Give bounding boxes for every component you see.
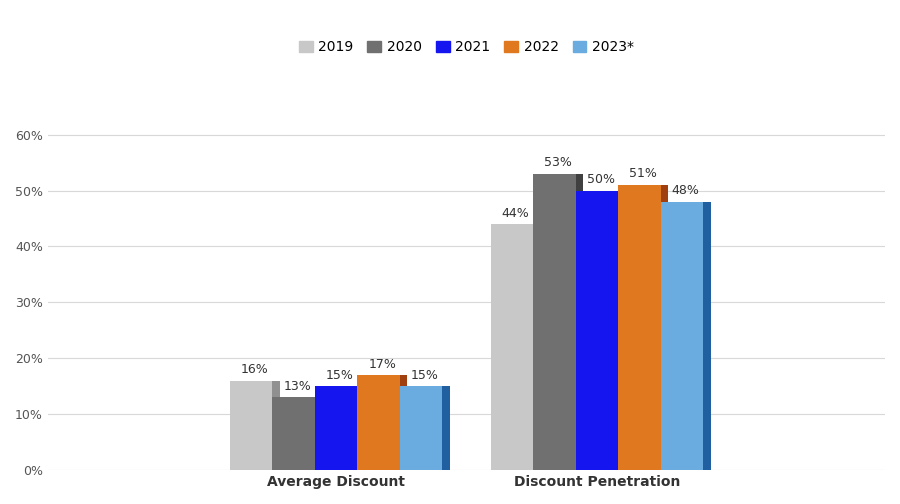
- Bar: [618, 185, 661, 470]
- Text: 17%: 17%: [368, 358, 396, 370]
- Text: 51%: 51%: [629, 167, 657, 180]
- Bar: [400, 386, 442, 470]
- Text: 16%: 16%: [241, 363, 269, 376]
- Polygon shape: [661, 185, 668, 470]
- Polygon shape: [400, 375, 408, 470]
- Bar: [491, 224, 533, 470]
- Polygon shape: [315, 398, 322, 470]
- Polygon shape: [273, 381, 280, 470]
- Text: 13%: 13%: [284, 380, 311, 393]
- Bar: [315, 386, 357, 470]
- Polygon shape: [442, 386, 450, 470]
- Polygon shape: [357, 386, 364, 470]
- Bar: [230, 381, 273, 470]
- Polygon shape: [703, 202, 711, 470]
- Bar: [273, 398, 315, 470]
- Text: 48%: 48%: [671, 184, 699, 197]
- Text: 15%: 15%: [326, 369, 354, 382]
- Polygon shape: [576, 174, 583, 470]
- Text: 44%: 44%: [502, 207, 529, 220]
- Bar: [576, 191, 618, 470]
- Bar: [661, 202, 703, 470]
- Bar: [357, 375, 400, 470]
- Text: 15%: 15%: [410, 369, 438, 382]
- Text: 53%: 53%: [544, 156, 572, 169]
- Legend: 2019, 2020, 2021, 2022, 2023*: 2019, 2020, 2021, 2022, 2023*: [293, 35, 640, 60]
- Polygon shape: [618, 191, 626, 470]
- Polygon shape: [533, 224, 541, 470]
- Text: 50%: 50%: [587, 173, 615, 186]
- Bar: [533, 174, 576, 470]
